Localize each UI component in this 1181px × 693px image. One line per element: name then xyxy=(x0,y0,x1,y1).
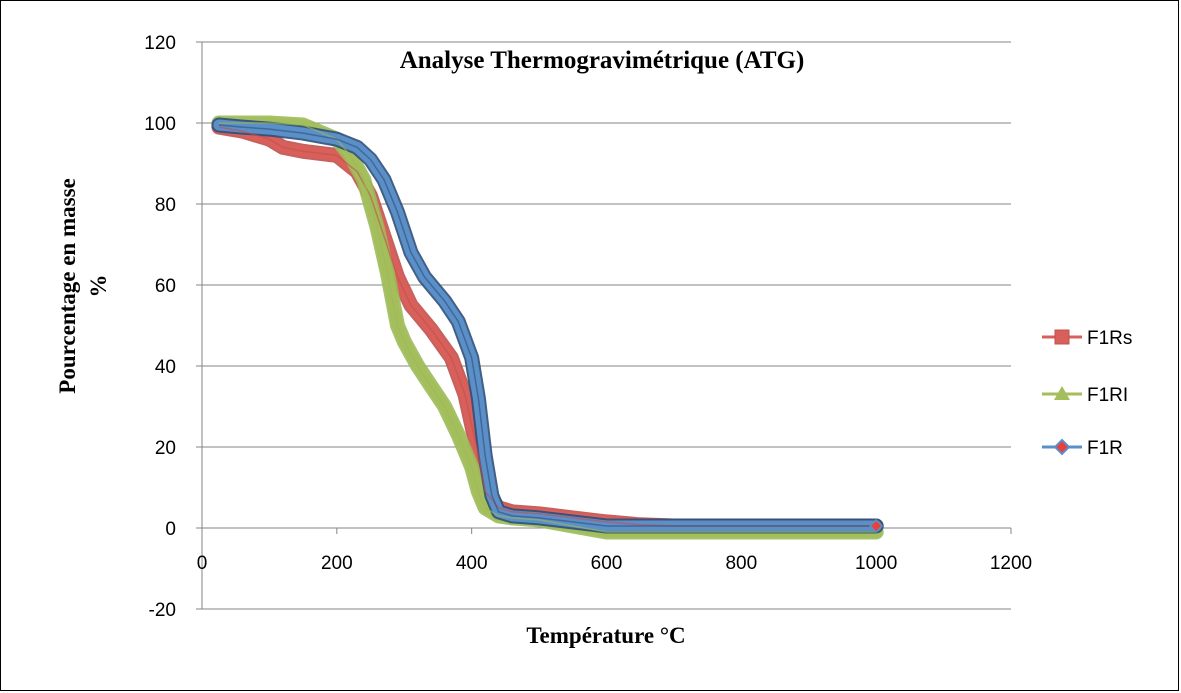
legend-label-0: F1Rs xyxy=(1087,328,1132,349)
y-tick-label-2: 20 xyxy=(155,438,176,459)
series-line-2 xyxy=(218,124,877,527)
x-tick-label-4: 800 xyxy=(725,553,757,574)
x-axis-title: Température °C xyxy=(526,623,685,648)
legend-marker-square xyxy=(1054,329,1070,345)
series-bands xyxy=(211,115,884,540)
y-tick-label-1: 0 xyxy=(165,519,176,540)
y-tick-label-6: 100 xyxy=(144,114,176,135)
y-axis-title-unit: % xyxy=(86,275,111,298)
y-tick-label-0: -20 xyxy=(149,600,176,621)
series-line-1 xyxy=(218,122,877,533)
x-tick-label-5: 1000 xyxy=(855,553,897,574)
chart-title: Analyse Thermogravimétrique (ATG) xyxy=(400,47,805,74)
series-band-0 xyxy=(211,119,884,534)
y-tick-label-3: 40 xyxy=(155,357,176,378)
series-band-1 xyxy=(211,115,884,540)
x-tick-label-1: 200 xyxy=(321,553,353,574)
legend-label-1: F1RI xyxy=(1087,385,1128,406)
series-fill-2 xyxy=(213,119,882,532)
x-tick-label-0: 0 xyxy=(197,553,208,574)
y-axis-title: Pourcentage en masse xyxy=(55,178,80,393)
series-end-marker xyxy=(869,518,884,534)
legend-label-2: F1R xyxy=(1087,438,1123,459)
series-fill-1 xyxy=(213,117,882,538)
grid xyxy=(202,41,1011,610)
x-tick-label-6: 1200 xyxy=(990,553,1032,574)
legend-marker-diamond xyxy=(1053,438,1071,456)
series-fill-0 xyxy=(213,121,882,532)
x-tick-label-3: 600 xyxy=(591,553,623,574)
y-tick-label-4: 60 xyxy=(155,276,176,297)
legend-marker-triangle xyxy=(1054,386,1070,400)
y-tick-label-5: 80 xyxy=(155,195,176,216)
series-line-0 xyxy=(218,126,877,527)
x-tick-label-2: 400 xyxy=(456,553,488,574)
series-lines xyxy=(218,122,884,534)
series-band-2 xyxy=(211,117,884,534)
legend: F1Rs F1RI F1R xyxy=(1042,328,1132,459)
y-tick-label-7: 120 xyxy=(144,33,176,54)
